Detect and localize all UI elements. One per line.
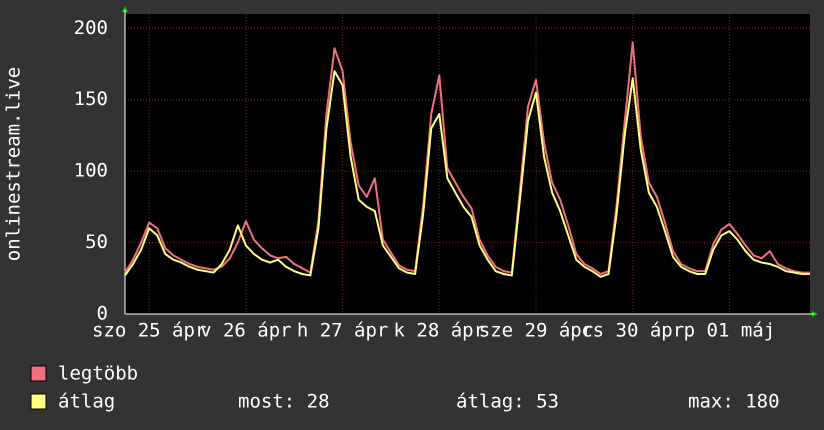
y-tick-label: 50: [85, 231, 108, 253]
legend-swatch: [30, 365, 47, 382]
y-tick-label: 0: [97, 303, 108, 325]
series-line: [124, 41, 810, 275]
legend-label: átlag: [58, 391, 115, 413]
x-tick-label: p 01 máj: [684, 320, 776, 342]
legend-stat: most: 28: [238, 391, 330, 413]
y-axis-label: onlinestream.live: [3, 67, 25, 261]
x-tick-label: cs 30 ápr: [581, 320, 684, 342]
legend-stat: átlag: 53: [456, 391, 559, 413]
plot-area: [125, 14, 810, 314]
x-tick-label: v 26 ápr: [200, 320, 292, 342]
legend-label: legtöbb: [58, 363, 138, 385]
x-tick-label: k 28 ápr: [394, 320, 486, 342]
y-tick-label: 200: [74, 17, 108, 39]
axis-arrow: [122, 6, 128, 12]
x-tick-label: h 27 ápr: [297, 320, 389, 342]
legend-swatch: [30, 393, 47, 410]
y-tick-label: 150: [74, 88, 108, 110]
x-tick-label: sze 29 ápr: [479, 320, 593, 342]
axis-arrow: [812, 311, 818, 317]
x-tick-label: szo 25 ápr: [92, 320, 206, 342]
series-line: [124, 70, 810, 278]
legend-stat: max: 180: [688, 391, 780, 413]
y-tick-label: 100: [74, 160, 108, 182]
